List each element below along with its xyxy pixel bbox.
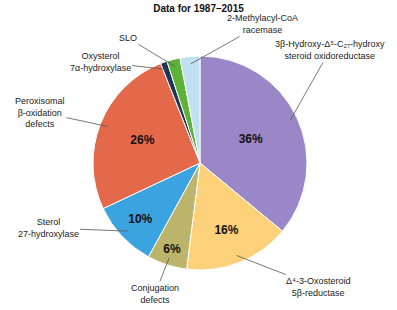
svg-text:6%: 6% (163, 242, 181, 256)
svg-text:Δ⁴-3-Oxosteroid5β-reductase: Δ⁴-3-Oxosteroid5β-reductase (286, 276, 350, 298)
svg-text:3β-Hydroxy-Δ⁵-C₂₇-hydroxystero: 3β-Hydroxy-Δ⁵-C₂₇-hydroxysteroid oxidore… (275, 39, 385, 61)
svg-text:Peroxisomalβ-oxidationdefects: Peroxisomalβ-oxidationdefects (15, 96, 65, 129)
svg-text:SLO: SLO (119, 33, 137, 43)
svg-text:2-Methylacyl-CoAracemase: 2-Methylacyl-CoAracemase (227, 13, 298, 35)
svg-text:Data for 1987–2015: Data for 1987–2015 (153, 3, 244, 14)
svg-text:10%: 10% (128, 212, 152, 226)
svg-text:Conjugationdefects: Conjugationdefects (131, 283, 179, 305)
svg-text:36%: 36% (239, 132, 263, 146)
svg-text:Oxysterol7α-hydroxylase: Oxysterol7α-hydroxylase (70, 51, 131, 73)
svg-text:26%: 26% (130, 133, 154, 147)
svg-text:Sterol27-hydroxylase: Sterol27-hydroxylase (18, 217, 79, 239)
svg-text:16%: 16% (214, 223, 238, 237)
